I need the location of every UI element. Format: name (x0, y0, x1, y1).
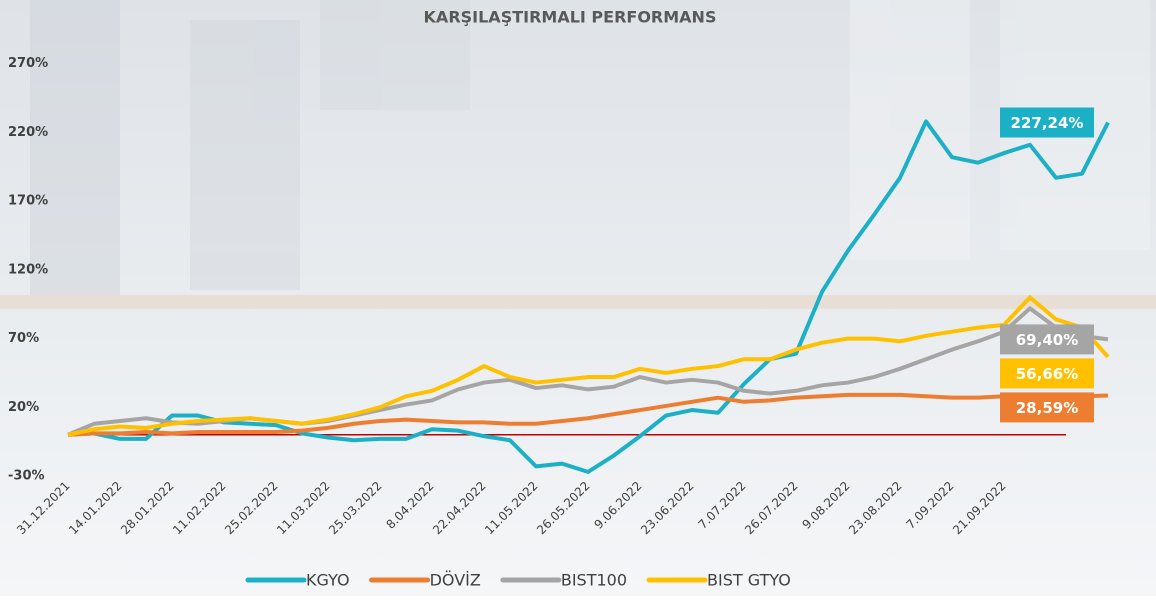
y-tick-label: 120% (8, 262, 48, 277)
legend-label: DÖVİZ (430, 571, 481, 590)
y-tick-label: 20% (8, 400, 39, 415)
chart-title: KARŞILAŞTIRMALI PERFORMANS (424, 8, 717, 27)
legend-label: BIST GTYO (707, 571, 791, 590)
y-tick-label: 70% (8, 331, 39, 346)
y-tick-label: 170% (8, 194, 48, 209)
end-label: 227,24% (1011, 114, 1084, 132)
end-label: 69,40% (1016, 331, 1078, 349)
y-tick-label: -30% (8, 469, 45, 484)
end-label: 28,59% (1016, 399, 1078, 417)
end-label-box (1000, 392, 1094, 423)
legend-label: BIST100 (561, 571, 627, 590)
series-line (67, 119, 1110, 474)
end-label-box (1000, 107, 1094, 138)
series-line (67, 392, 1109, 437)
y-tick-label: 220% (8, 125, 48, 140)
end-label-box (1000, 358, 1094, 389)
end-label-box (1000, 324, 1094, 355)
end-label: 56,66% (1016, 365, 1078, 383)
legend-label: KGYO (306, 571, 350, 590)
y-tick-label: 270% (8, 56, 48, 71)
series-line (67, 295, 1110, 437)
legend: KGYO DÖVİZ BIST100 BIST GTYO (245, 571, 791, 590)
